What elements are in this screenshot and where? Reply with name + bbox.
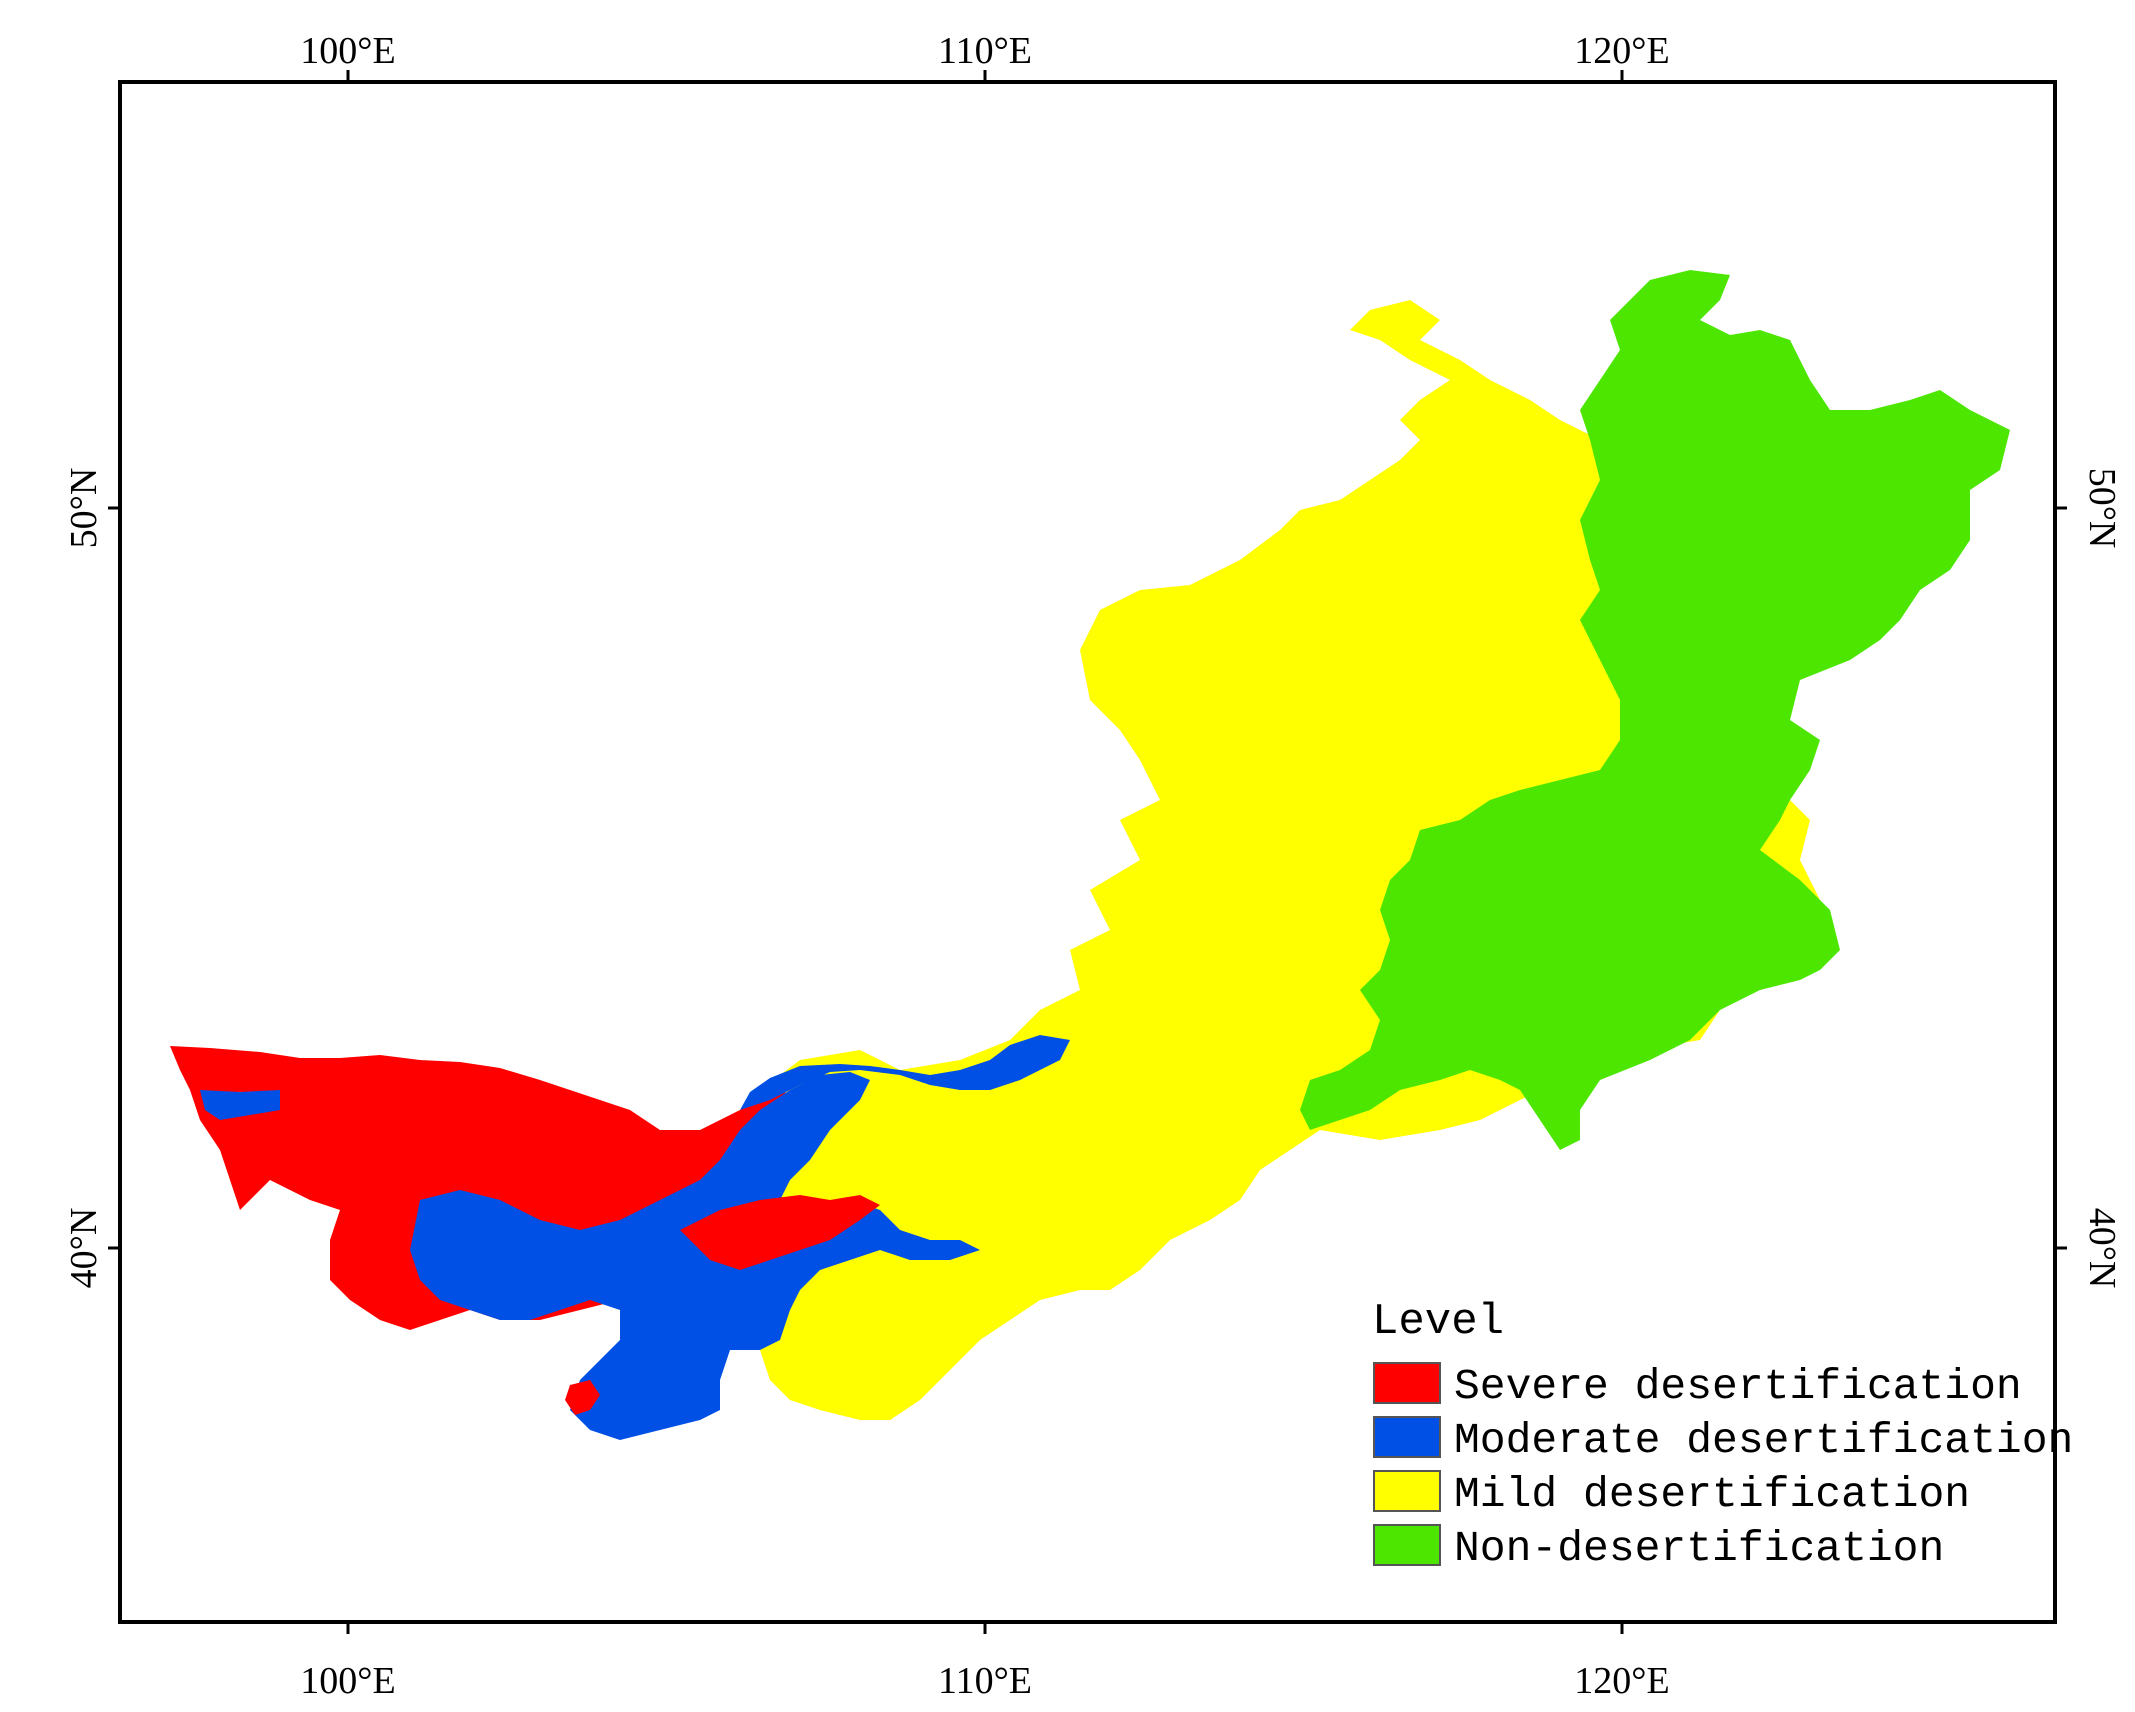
longitude-labels-top: 100°E 110°E 120°E: [300, 30, 1669, 72]
lat-label-50-right: 50°N: [2081, 468, 2123, 549]
legend-label-non: Non-desertification: [1454, 1524, 1944, 1573]
region-moderate-north: [740, 1035, 1070, 1110]
lon-label-100-bottom: 100°E: [300, 1660, 395, 1702]
latitude-labels-left: 50°N 40°N: [63, 468, 105, 1289]
lon-label-120-bottom: 120°E: [1574, 1660, 1669, 1702]
legend-label-mild: Mild desertification: [1454, 1470, 1970, 1519]
legend: Level Severe desertification Moderate de…: [1372, 1297, 2073, 1573]
longitude-labels-bottom: 100°E 110°E 120°E: [300, 1660, 1669, 1702]
lon-label-120-top: 120°E: [1574, 30, 1669, 72]
region-severe-inner: [680, 1195, 880, 1270]
region-moderate-west: [200, 1090, 280, 1120]
legend-label-moderate: Moderate desertification: [1454, 1416, 2073, 1465]
legend-swatch-moderate: [1373, 1416, 1441, 1458]
lat-label-40-right: 40°N: [2081, 1208, 2123, 1289]
latitude-labels-right: 50°N 40°N: [2081, 468, 2123, 1289]
lat-label-40-left: 40°N: [63, 1208, 105, 1289]
lon-label-100-top: 100°E: [300, 30, 395, 72]
legend-label-severe: Severe desertification: [1454, 1362, 2022, 1411]
legend-title: Level: [1372, 1297, 1504, 1347]
lat-label-50-left: 50°N: [63, 468, 105, 549]
lon-label-110-top: 110°E: [938, 30, 1032, 72]
tick-marks: [108, 70, 2067, 1634]
region-severe-south: [565, 1380, 600, 1415]
region-mild-north: [1340, 500, 1650, 680]
lon-label-110-bottom: 110°E: [938, 1660, 1032, 1702]
region-non: [1300, 270, 2010, 1150]
map-regions: [170, 270, 2010, 1440]
legend-swatch-non: [1373, 1524, 1441, 1566]
legend-swatch-mild: [1373, 1470, 1441, 1512]
region-moderate: [410, 1072, 980, 1440]
map-frame: [118, 80, 2057, 1624]
legend-swatch-severe: [1373, 1362, 1441, 1404]
